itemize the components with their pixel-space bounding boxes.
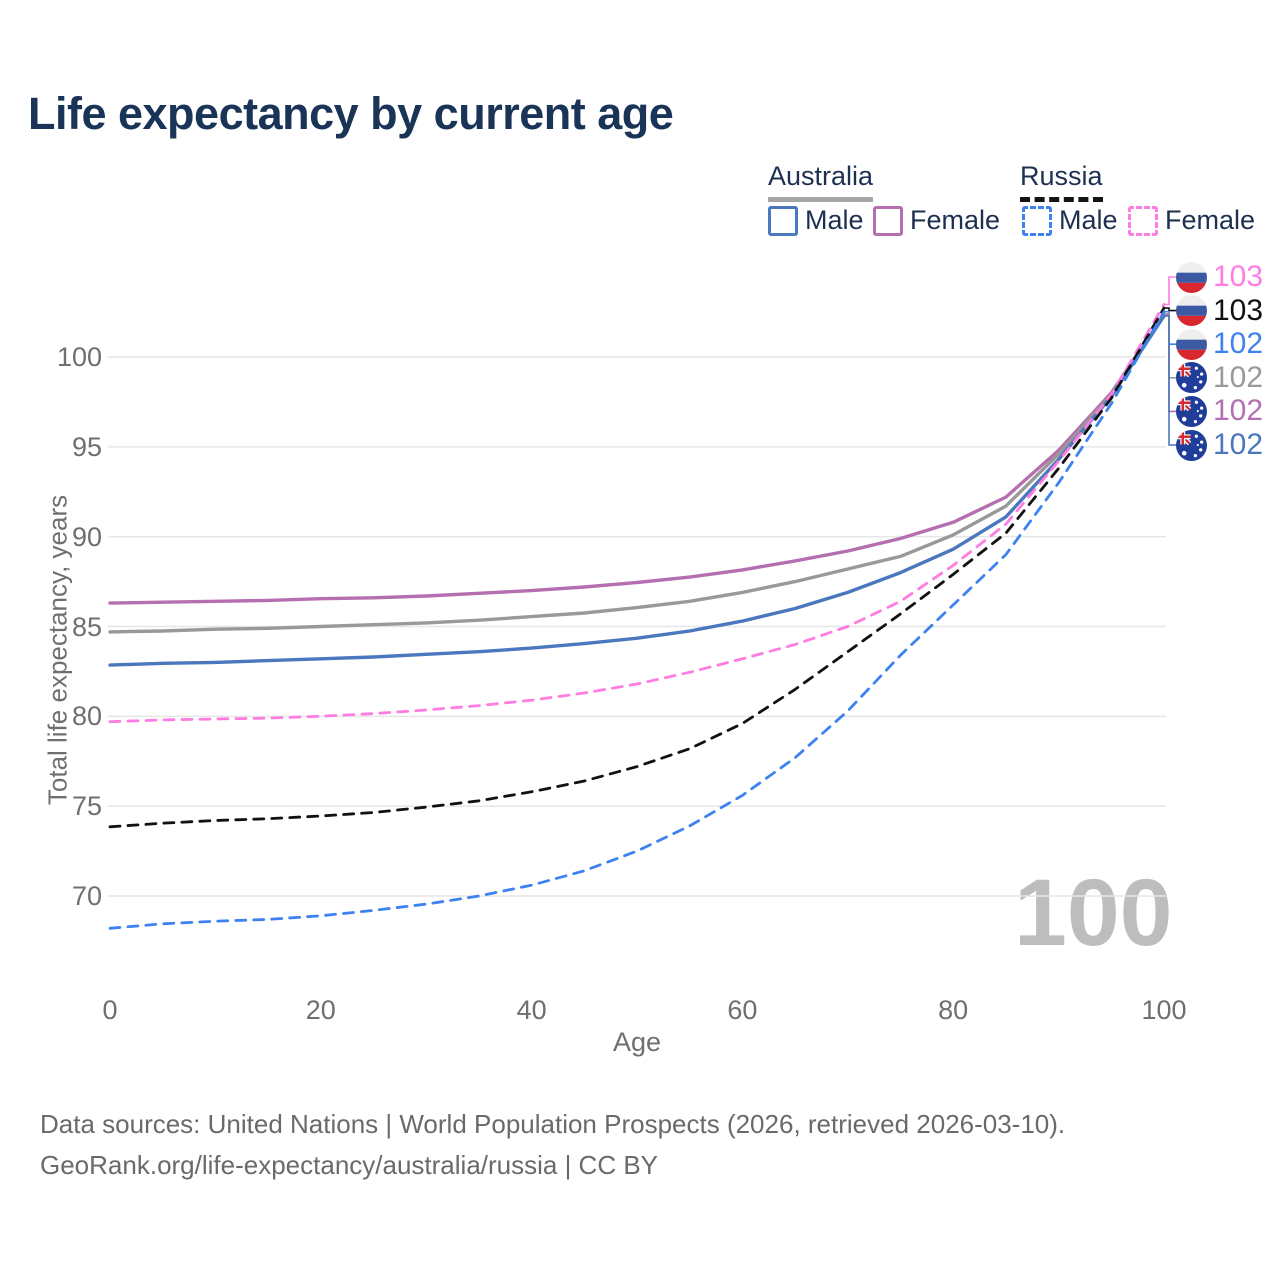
legend-label: Male bbox=[1059, 205, 1118, 235]
age-counter-watermark: 100 bbox=[1014, 860, 1173, 966]
end-label-value: 102 bbox=[1213, 327, 1264, 361]
legend-label: Female bbox=[910, 205, 1001, 235]
russia-flag-icon bbox=[1176, 328, 1207, 360]
legend-item-russia-female[interactable]: Female bbox=[1128, 205, 1255, 236]
page-title: Life expectancy by current age bbox=[28, 88, 674, 139]
australia-flag-icon bbox=[1176, 362, 1207, 394]
series-line-ru_male bbox=[108, 310, 1166, 930]
end-label-au_persons: 102 bbox=[1176, 361, 1263, 395]
x-tick-label: 80 bbox=[938, 995, 969, 1025]
legend-item-australia-male[interactable]: Male bbox=[768, 205, 864, 236]
x-tick-label: 40 bbox=[516, 995, 547, 1025]
footer-sources: Data sources: United Nations | World Pop… bbox=[40, 1109, 1066, 1139]
y-tick-label: 80 bbox=[71, 701, 102, 732]
end-label-connector bbox=[1164, 276, 1177, 306]
footer-link[interactable]: GeoRank.org/life-expectancy/australia/ru… bbox=[40, 1150, 659, 1180]
legend-item-australia-female[interactable]: Female bbox=[873, 205, 1000, 236]
end-label-au_female: 102 bbox=[1176, 394, 1263, 428]
end-label-connector bbox=[1164, 315, 1177, 446]
series-line-au_female bbox=[108, 313, 1166, 605]
end-label-au_male: 102 bbox=[1176, 428, 1263, 462]
australia-flag-icon bbox=[1176, 395, 1207, 427]
y-tick-label: 70 bbox=[71, 881, 102, 911]
end-label-value: 102 bbox=[1213, 428, 1264, 461]
series-line-au_male bbox=[108, 314, 1166, 667]
end-label-value: 103 bbox=[1213, 260, 1264, 293]
y-tick-label: 95 bbox=[71, 431, 102, 462]
australia-male-swatch-icon bbox=[768, 205, 798, 236]
series-line-au_persons bbox=[108, 312, 1166, 634]
legend-group-australia: Australia bbox=[768, 161, 874, 202]
footer: Data sources: United Nations | World Pop… bbox=[40, 1104, 1065, 1186]
x-tick-label: 0 bbox=[102, 995, 118, 1025]
end-label-ru_male: 102 bbox=[1176, 327, 1263, 361]
series-line-ru_persons bbox=[108, 306, 1166, 829]
x-tick-label: 60 bbox=[727, 995, 758, 1025]
russia-female-swatch-icon bbox=[1128, 205, 1158, 236]
x-tick-label: 100 bbox=[1141, 995, 1187, 1025]
legend-label: Male bbox=[805, 205, 864, 235]
australia-flag-icon bbox=[1176, 429, 1207, 461]
australia-female-swatch-icon bbox=[873, 205, 903, 236]
end-label-connector bbox=[1164, 307, 1177, 312]
end-label-ru_female: 103 bbox=[1176, 260, 1263, 294]
russia-male-swatch-icon bbox=[1022, 205, 1052, 236]
end-label-value: 102 bbox=[1213, 360, 1264, 394]
russia-flag-icon bbox=[1176, 295, 1207, 327]
end-label-ru_persons: 103 bbox=[1176, 294, 1263, 328]
y-tick-label: 85 bbox=[71, 611, 102, 642]
legend-label: Female bbox=[1165, 205, 1256, 235]
y-tick-label: 75 bbox=[71, 791, 102, 822]
end-label-value: 103 bbox=[1213, 293, 1264, 327]
russia-flag-icon bbox=[1176, 261, 1207, 293]
y-tick-label: 100 bbox=[56, 342, 102, 372]
series-line-ru_female bbox=[108, 303, 1166, 724]
y-tick-label: 90 bbox=[71, 521, 102, 552]
x-axis-title: Age bbox=[612, 1027, 662, 1057]
end-label-value: 102 bbox=[1213, 394, 1264, 428]
x-tick-label: 20 bbox=[305, 995, 336, 1025]
legend-item-russia-male[interactable]: Male bbox=[1022, 205, 1118, 236]
legend-group-russia: Russia bbox=[1020, 161, 1103, 202]
